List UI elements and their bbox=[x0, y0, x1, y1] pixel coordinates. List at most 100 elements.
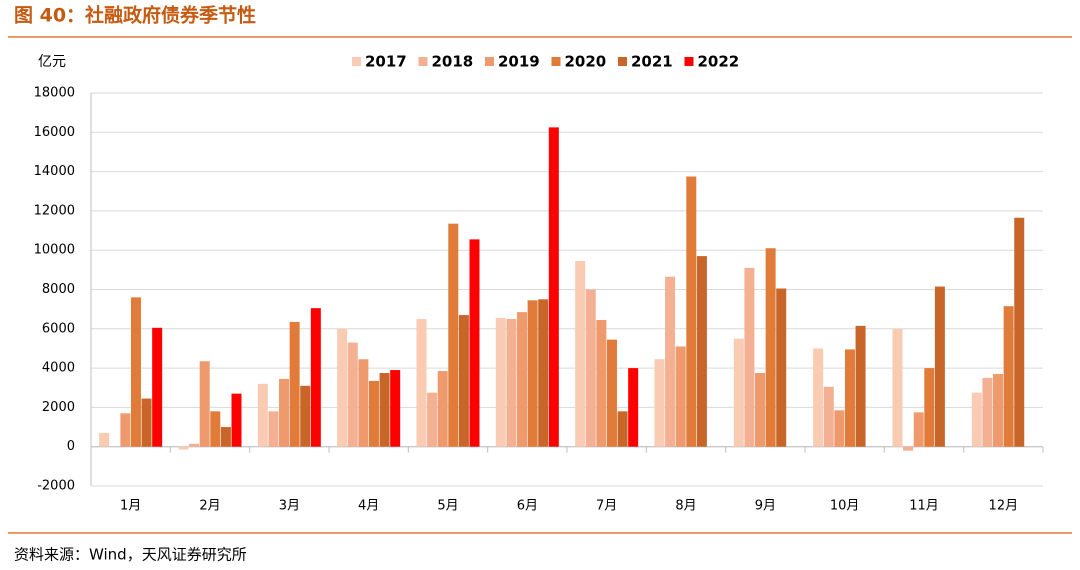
bar bbox=[300, 385, 311, 447]
bar bbox=[575, 261, 586, 447]
y-tick-label: 4000 bbox=[42, 361, 75, 376]
y-tick-label: 14000 bbox=[34, 164, 75, 179]
y-tick-label: 12000 bbox=[34, 203, 75, 218]
y-tick-label: 8000 bbox=[42, 282, 75, 297]
bar bbox=[982, 377, 993, 447]
bar bbox=[776, 288, 787, 447]
legend-label: 2019 bbox=[498, 53, 540, 71]
bar bbox=[495, 317, 506, 447]
bar bbox=[538, 299, 549, 447]
bar bbox=[654, 359, 665, 447]
x-tick-label: 10月 bbox=[830, 499, 860, 514]
x-tick-label: 12月 bbox=[989, 499, 1019, 514]
bar bbox=[823, 386, 834, 447]
bar bbox=[696, 256, 707, 447]
bar bbox=[257, 383, 268, 447]
bar bbox=[617, 411, 628, 447]
chart-title: 图 40：社融政府债券季节性 bbox=[14, 4, 256, 27]
y-tick-label: 16000 bbox=[34, 125, 75, 140]
x-tick-label: 9月 bbox=[755, 499, 776, 514]
bar bbox=[606, 339, 617, 447]
bar bbox=[337, 328, 348, 447]
bar bbox=[733, 338, 744, 447]
y-axis-label: 亿元 bbox=[38, 54, 66, 70]
bar bbox=[993, 373, 1004, 447]
bar bbox=[765, 248, 776, 447]
x-tick-label: 6月 bbox=[517, 499, 538, 514]
bar bbox=[99, 432, 110, 447]
bar bbox=[416, 318, 427, 447]
bar bbox=[1014, 217, 1025, 447]
bar bbox=[1003, 306, 1014, 447]
bar bbox=[665, 276, 676, 447]
bar bbox=[310, 308, 321, 447]
legend-label: 2017 bbox=[365, 53, 407, 71]
legend-label: 2021 bbox=[631, 53, 673, 71]
y-tick-label: -2000 bbox=[37, 479, 75, 494]
bar bbox=[844, 349, 855, 447]
legend-swatch bbox=[684, 57, 694, 66]
y-tick-label: 0 bbox=[67, 439, 75, 454]
bar bbox=[892, 328, 903, 447]
bar bbox=[199, 361, 210, 447]
x-tick-label: 2月 bbox=[199, 499, 220, 514]
bar bbox=[390, 370, 401, 447]
bar bbox=[448, 223, 459, 447]
bar bbox=[855, 325, 866, 447]
bar bbox=[686, 176, 697, 447]
bar bbox=[527, 300, 538, 447]
legend-label: 2018 bbox=[432, 53, 474, 71]
bar bbox=[971, 392, 982, 447]
y-tick-label: 10000 bbox=[34, 243, 75, 258]
legend-swatch bbox=[551, 57, 561, 66]
legend-swatch bbox=[418, 57, 428, 66]
bar bbox=[744, 267, 755, 447]
bar bbox=[268, 411, 279, 447]
bar bbox=[289, 321, 300, 447]
bar bbox=[469, 239, 480, 447]
bar bbox=[924, 368, 935, 447]
x-tick-label: 5月 bbox=[437, 499, 458, 514]
bar bbox=[506, 318, 517, 447]
bar bbox=[120, 413, 131, 447]
legend-swatch bbox=[352, 57, 361, 66]
bar bbox=[220, 427, 231, 447]
bar bbox=[675, 346, 686, 447]
legend-swatch bbox=[485, 57, 494, 66]
bar bbox=[358, 359, 369, 447]
y-tick-label: 6000 bbox=[42, 321, 75, 336]
bar bbox=[934, 286, 945, 447]
bar bbox=[427, 392, 438, 447]
x-tick-label: 1月 bbox=[120, 499, 141, 514]
bar bbox=[189, 443, 200, 447]
bar bbox=[231, 393, 242, 447]
bar bbox=[548, 127, 559, 447]
bar bbox=[379, 373, 390, 447]
bar bbox=[130, 297, 141, 447]
legend-swatch bbox=[618, 57, 627, 66]
x-tick-label: 8月 bbox=[675, 499, 696, 514]
x-tick-label: 7月 bbox=[596, 499, 617, 514]
y-tick-label: 18000 bbox=[34, 86, 75, 101]
bar bbox=[596, 319, 607, 447]
source: 资料来源：Wind，天风证券研究所 bbox=[14, 546, 247, 564]
x-tick-label: 11月 bbox=[909, 499, 939, 514]
x-tick-label: 4月 bbox=[358, 499, 379, 514]
bar bbox=[813, 348, 824, 447]
bar bbox=[913, 412, 924, 447]
legend-label: 2020 bbox=[565, 53, 607, 71]
bar bbox=[585, 289, 596, 447]
bar bbox=[141, 398, 152, 447]
legend-label: 2022 bbox=[698, 53, 740, 71]
bar bbox=[437, 371, 448, 447]
bar bbox=[368, 380, 379, 447]
x-tick-label: 3月 bbox=[279, 499, 300, 514]
bar bbox=[347, 342, 358, 447]
bar bbox=[755, 373, 766, 447]
bar bbox=[210, 411, 221, 447]
bar bbox=[178, 446, 189, 450]
bar bbox=[834, 410, 845, 447]
bar bbox=[279, 378, 290, 447]
bar bbox=[152, 327, 163, 447]
